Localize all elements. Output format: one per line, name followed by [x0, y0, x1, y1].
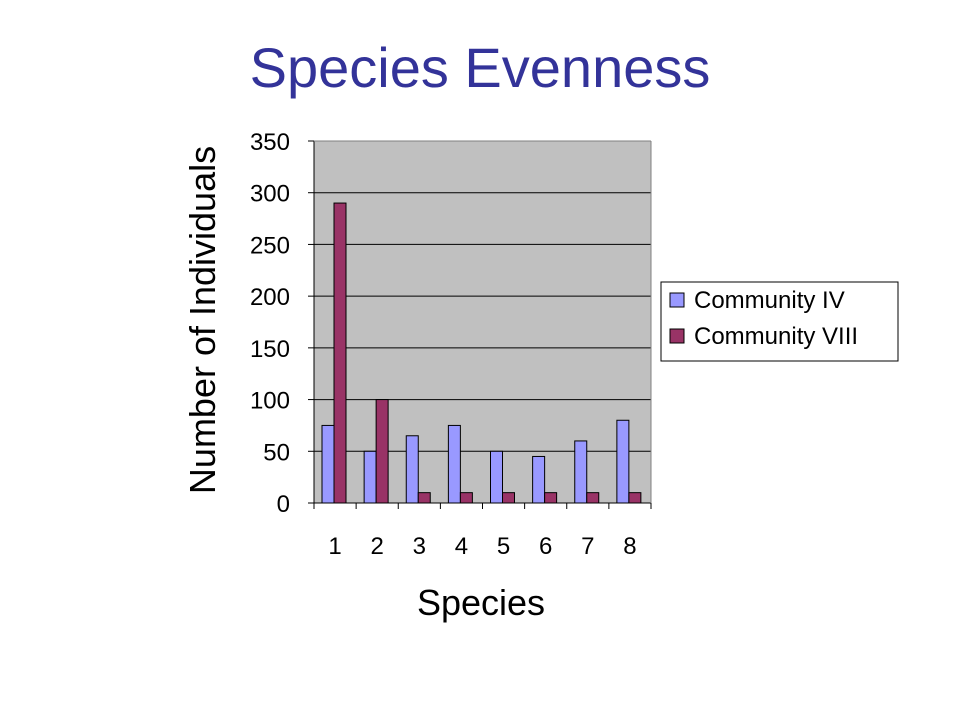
- x-tick-label: 8: [623, 533, 636, 560]
- bar-community-iv-4: [447, 424, 461, 504]
- plot-background: [314, 141, 651, 503]
- plot-area: [314, 141, 651, 503]
- x-tick-label: 1: [328, 533, 341, 560]
- bar-community-viii-1: [333, 202, 347, 504]
- bar-community-viii-8: [628, 492, 642, 504]
- x-tick-label: 4: [455, 533, 468, 560]
- y-tick-label: 150: [250, 336, 290, 363]
- x-tick-label: 3: [413, 533, 426, 560]
- bar-community-viii-3: [417, 492, 431, 504]
- legend-box: [660, 281, 899, 362]
- y-tick-label: 200: [250, 284, 290, 311]
- y-tick-label: 350: [250, 129, 290, 156]
- legend-label-community-iv: Community IV: [694, 287, 845, 314]
- bar-community-viii-6: [544, 492, 558, 504]
- axes: [308, 140, 652, 509]
- bar-community-iv-7: [574, 440, 588, 504]
- bar-community-iv-5: [490, 450, 503, 504]
- legend: Community IV Community VIII: [660, 281, 899, 362]
- x-tick-label: 6: [539, 533, 552, 560]
- bar-community-iv-1: [321, 424, 335, 504]
- bar-community-iv-6: [532, 455, 546, 504]
- x-tick-label: 7: [581, 533, 594, 560]
- bar-community-iv-8: [616, 419, 630, 504]
- bar-community-iv-3: [405, 435, 419, 504]
- bar-community-viii-7: [586, 492, 600, 504]
- slide-title: Species Evenness: [249, 36, 711, 99]
- legend-swatch-community-iv: [669, 292, 685, 308]
- legend-swatch-community-viii: [669, 328, 685, 344]
- x-tick-labels: 1 2 3 4 5 6 7 8: [328, 533, 636, 560]
- bar-community-iv-2: [363, 450, 377, 504]
- y-axis-title: Number of Individuals: [182, 146, 223, 494]
- bar-community-viii-5: [502, 492, 515, 504]
- x-tick-label: 5: [497, 533, 510, 560]
- y-tick-label: 100: [250, 388, 290, 415]
- x-axis-title: Species: [417, 582, 545, 623]
- bar-community-viii-2: [375, 399, 389, 504]
- y-tick-labels: 0 50 100 150 200 250 300 350: [250, 129, 290, 518]
- legend-label-community-viii: Community VIII: [694, 323, 858, 350]
- y-tick-label: 300: [250, 181, 290, 208]
- bars: [321, 202, 642, 504]
- x-tick-label: 2: [371, 533, 384, 560]
- y-tick-label: 0: [277, 491, 290, 518]
- y-tick-label: 250: [250, 232, 290, 259]
- bar-community-viii-4: [459, 492, 473, 504]
- y-tick-label: 50: [263, 439, 290, 466]
